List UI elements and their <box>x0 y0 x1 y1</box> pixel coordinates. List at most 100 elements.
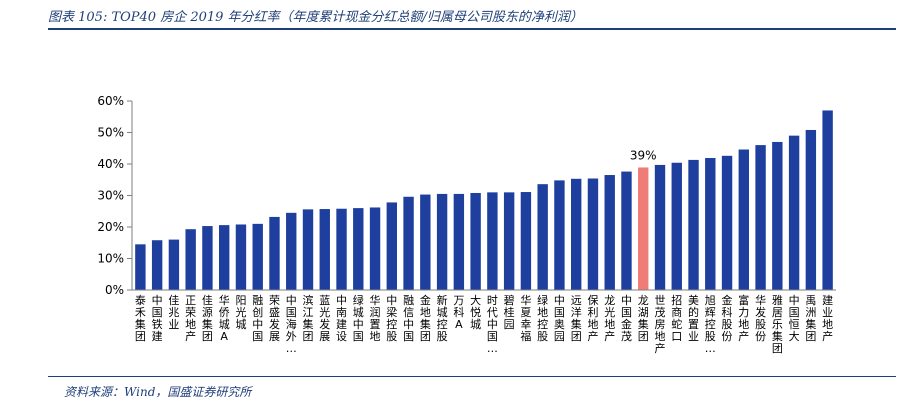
x-tick-label: 佳源集团 <box>202 293 213 343</box>
bar <box>151 240 163 290</box>
x-tick-label: 融创中国 <box>252 294 263 343</box>
bar-chart: 0% 10% 20% 30% 40% 50% 60% 泰禾集团中国铁建佳兆业正荣地产佳源集团… <box>97 94 836 355</box>
bar <box>319 209 330 290</box>
x-tick-label: 远洋集团 <box>571 294 582 343</box>
source-divider <box>48 376 896 377</box>
bar <box>772 141 783 290</box>
bar <box>755 145 766 290</box>
bar <box>520 192 532 290</box>
x-tick-label: 华夏幸福 <box>520 293 531 343</box>
bar <box>403 196 414 290</box>
x-tick-label: 泰禾集团 <box>135 293 146 343</box>
x-tick-label: 华发股份 <box>755 293 766 343</box>
title-divider <box>48 28 896 30</box>
y-tick-label: 60% <box>97 94 124 108</box>
x-tick-label: 蓝光发展 <box>319 294 330 343</box>
source-note: 资料来源：Wind，国盛证券研究所 <box>64 385 252 399</box>
bar <box>286 212 297 290</box>
bar <box>822 110 833 290</box>
x-tick-label: 华侨城 A <box>219 293 230 343</box>
bar <box>487 192 498 290</box>
bar <box>805 129 817 290</box>
x-tick-label: 中梁控股 <box>386 294 397 343</box>
x-tick-label: 绿地控股 <box>537 293 548 343</box>
x-tick-label: 中南建设 <box>336 294 347 343</box>
x-tick-label: 正荣地产 <box>185 294 196 343</box>
x-tick-label: 金科股份 <box>722 293 733 343</box>
bar <box>570 178 582 290</box>
bar <box>554 180 565 290</box>
bar <box>721 155 733 290</box>
bar <box>688 159 699 290</box>
bar <box>135 244 146 290</box>
x-tick-label: 保利地产 <box>587 293 598 343</box>
bar <box>420 194 431 290</box>
bar <box>436 193 448 290</box>
bar <box>537 184 548 290</box>
bar <box>353 208 364 290</box>
bar <box>202 226 213 290</box>
bar <box>369 207 381 290</box>
bar <box>218 225 230 290</box>
x-tick-label: 时代中国… <box>487 294 498 355</box>
y-tick-label: 30% <box>97 189 124 203</box>
x-tick-label: 阳光城 <box>235 294 246 331</box>
bar <box>738 149 750 290</box>
x-tick-label: 招商蛇口 <box>671 293 682 343</box>
bar <box>336 208 347 290</box>
x-tick-label: 金地集团 <box>420 293 431 343</box>
bar <box>503 192 515 290</box>
x-tick-label: 雅居乐集团 <box>772 293 783 355</box>
x-tick-label: 中国奥园 <box>554 294 565 343</box>
bar <box>705 158 716 290</box>
y-tick-label: 50% <box>97 126 124 140</box>
bar <box>235 224 247 290</box>
y-axis: 0% 10% 20% 30% 40% 50% 60% <box>97 94 133 297</box>
y-tick-label: 0% <box>105 283 124 297</box>
x-tick-label: 佳兆业 <box>168 293 179 331</box>
x-tick-label: 碧桂园 <box>504 294 515 331</box>
x-tick-label: 禹洲集团 <box>805 294 816 343</box>
annotation-layer: 39% <box>630 148 657 162</box>
x-tick-label: 融信中国 <box>403 294 414 343</box>
x-tick-label: 中国海外… <box>286 294 297 355</box>
x-tick-label: 滨江集团 <box>303 293 314 343</box>
x-tick-label: 荣盛发展 <box>269 294 280 343</box>
bar-series <box>135 110 833 290</box>
bar <box>168 239 180 290</box>
bar <box>386 202 398 290</box>
bar <box>587 178 599 290</box>
bar <box>671 162 682 290</box>
y-tick-label: 20% <box>97 220 124 234</box>
bar <box>788 135 800 290</box>
x-tick-label: 龙湖集团 <box>638 294 649 343</box>
x-tick-label: 旭辉控股… <box>705 293 716 355</box>
bar <box>654 164 666 290</box>
x-tick-label: 建业地产 <box>822 293 833 343</box>
x-tick-label: 绿城中国 <box>353 293 364 343</box>
x-tick-label: 世茂房地产 <box>655 294 666 355</box>
bar-highlighted <box>638 167 649 290</box>
y-tick-label: 10% <box>97 252 124 266</box>
y-tick-label: 40% <box>97 157 124 171</box>
x-tick-label: 龙光地产 <box>604 294 615 343</box>
bar <box>269 216 280 290</box>
bar <box>453 193 465 290</box>
bar <box>604 175 615 290</box>
x-tick-label: 中国铁建 <box>152 294 163 343</box>
x-tick-label: 富力地产 <box>738 293 749 343</box>
data-label: 39% <box>630 148 657 162</box>
chart-title: 图表 105: TOP40 房企 2019 年分红率（年度累计现金分红总额/归属… <box>48 10 583 25</box>
x-tick-label: 中国金茂 <box>621 294 632 343</box>
x-tick-label: 中国恒大 <box>789 294 800 343</box>
x-tick-label: 华润置地 <box>370 293 381 343</box>
x-tick-label: 新城控股 <box>437 293 448 343</box>
x-tick-label: 大悦城 <box>470 293 481 331</box>
bar <box>302 209 314 290</box>
bar <box>470 192 481 290</box>
x-tick-label: 美的置业 <box>688 294 699 343</box>
x-tick-label: 万科 A <box>453 294 464 331</box>
bar <box>621 171 632 290</box>
bar <box>252 223 263 290</box>
